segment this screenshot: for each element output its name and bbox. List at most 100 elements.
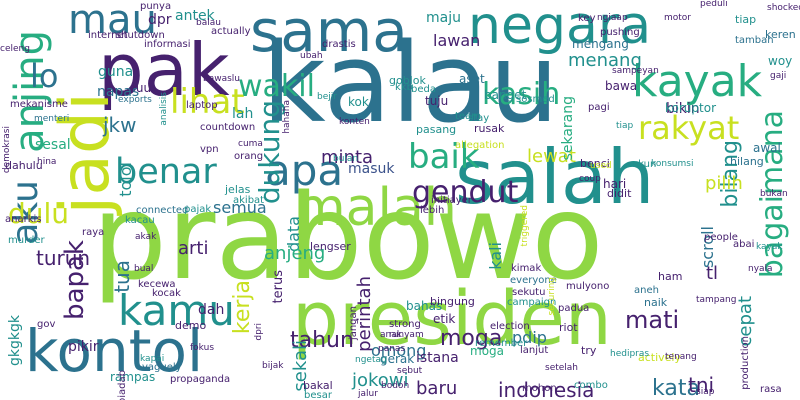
cloud-word: campaign [507,297,557,308]
cloud-word: sesal [35,137,71,153]
cloud-word: fokus [190,343,215,353]
cloud-word: apa [265,146,344,195]
cloud-word: menteri [34,114,70,124]
cloud-word: production [740,336,751,390]
cloud-word: bual [134,264,154,274]
cloud-word: rasa [760,384,782,395]
cloud-word: pushing [600,27,640,38]
cloud-word: naik [644,296,668,309]
cloud-word: peduli [700,0,728,9]
cloud-word: nyala [748,264,773,274]
cloud-word: besar [304,390,332,400]
cloud-word: used [590,161,612,171]
cloud-word: pasang [416,123,457,136]
cloud-word: padua [558,303,590,314]
cloud-word: turun [36,246,91,270]
cloud-word: hilang [730,155,764,168]
cloud-word: etik [433,312,456,326]
cloud-word: aset [459,72,485,86]
cloud-word: pilih [705,173,743,194]
cloud-word: tuju [425,94,449,108]
cloud-word: jokowi [352,370,409,391]
cloud-word: ngetag [355,355,387,365]
cloud-word: aneh [634,285,659,296]
cloud-word: people [704,232,738,243]
cloud-word: kkb [395,82,413,93]
cloud-word: riot [559,321,578,334]
cloud-word: mulyono [566,281,610,292]
cloud-word: mekanisme [10,99,68,110]
cloud-word: connected [136,205,189,216]
cloud-word: siap [696,387,715,397]
cloud-word: team [455,111,481,122]
cloud-word: ham [658,270,683,283]
cloud-word: internet [88,30,128,41]
cloud-word: benci [580,157,610,170]
cloud-word: tambah [735,35,774,46]
cloud-word: balau [196,18,221,28]
cloud-word: antek [175,8,215,24]
cloud-word: beda [411,84,436,95]
cloud-word: dpri [254,323,264,341]
cloud-word: lanjut [520,345,549,356]
cloud-word: hari [603,177,627,191]
cloud-word: shutdown [116,30,165,41]
cloud-word: dah [198,302,225,318]
cloud-word: menang [568,50,642,71]
cloud-word: tiap [735,13,757,26]
cloud-word: bahas [406,299,443,313]
cloud-word: terus [271,270,286,304]
cloud-word: punya [140,1,172,12]
cloud-word: gkgkgk [7,315,23,366]
cloud-word: keren [765,28,796,41]
cloud-word: sosmed [516,94,555,105]
cloud-word: informasi [144,39,191,50]
cloud-word: lewat [527,146,576,167]
cloud-word: konten [339,117,370,127]
cloud-word: kok [348,95,369,109]
cloud-word: panas [378,344,406,354]
cloud-word: lebih [420,205,445,216]
cloud-word: arti [178,238,209,259]
cloud-word: gerak [380,352,415,366]
cloud-word: lihat [170,82,245,122]
cloud-word: kasih [482,77,561,112]
cloud-word: jangan [348,306,359,341]
cloud-word: anjeng [264,243,326,264]
cloud-word: triggered [520,205,530,247]
cloud-word: runyam [389,330,424,340]
cloud-word: pdip [512,328,547,347]
cloud-word: bejir [317,92,337,102]
cloud-word: vaguely [142,362,182,373]
cloud-word: baik [408,137,480,177]
cloud-word: gov [37,319,56,330]
cloud-word: lo [30,57,59,95]
cloud-word: initiayer [431,195,472,206]
cloud-word: pagi [588,102,610,113]
cloud-word: sama [250,0,408,65]
cloud-word: istana [416,350,459,366]
cloud-word: kali [486,242,505,270]
cloud-word: orang [234,151,264,162]
cloud-word: tni [688,373,715,397]
cloud-word: sekutu [512,287,546,298]
cloud-word: hedipras [610,349,650,359]
cloud-word: tolol [116,162,135,197]
cloud-word: malah [295,178,457,238]
cloud-word: tampang [696,295,737,305]
cloud-word: wakil [238,69,315,104]
cloud-word: demo [175,319,207,332]
cloud-word: exports [118,95,152,105]
cloud-word: kocak [152,288,181,299]
cloud-word: semua [213,198,267,217]
cloud-word: jelas [225,183,251,196]
cloud-word: hahaha [282,100,292,134]
cloud-word: konsumsi [651,159,694,169]
cloud-word: mohon [522,383,557,394]
cloud-word: remember [475,338,528,349]
cloud-word: koruptor [665,101,716,115]
cloud-word: kimak [511,263,542,274]
cloud-word: election [490,321,530,332]
cloud-word: bakal [303,379,333,392]
